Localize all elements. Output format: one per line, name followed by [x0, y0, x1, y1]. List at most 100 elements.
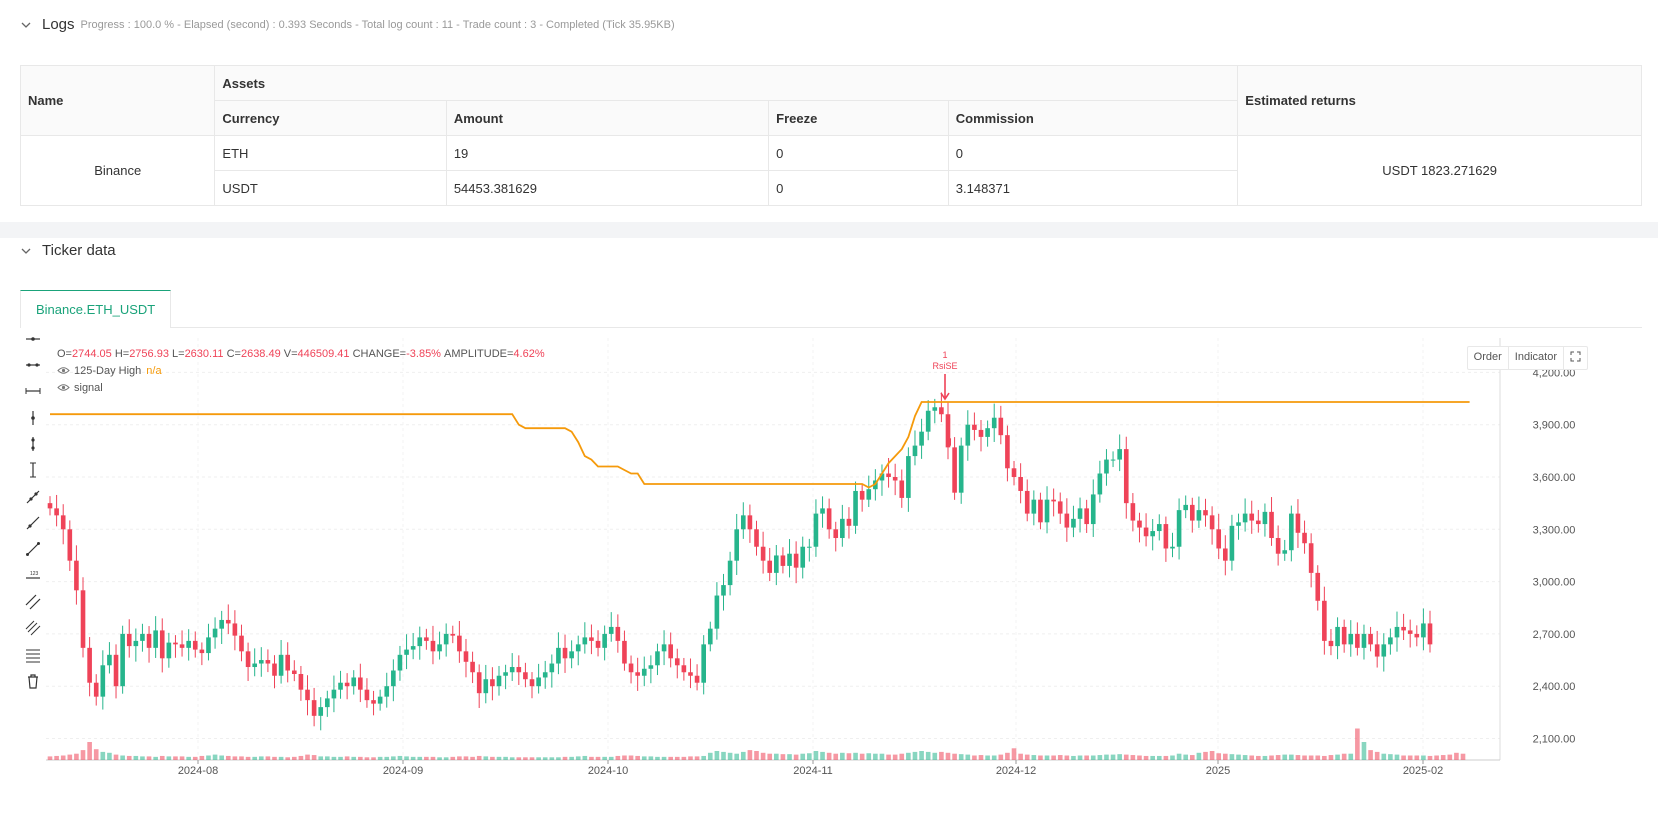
candle-body [628, 663, 634, 673]
indicator-button[interactable]: Indicator [1509, 347, 1564, 369]
fullscreen-icon[interactable] [1564, 347, 1587, 369]
volume-bar [450, 756, 456, 760]
ticker-header[interactable]: Ticker data [20, 242, 116, 259]
eye-icon[interactable] [57, 366, 70, 375]
volume-bar [140, 756, 145, 760]
volume-bar [734, 753, 740, 760]
volume-bar [232, 756, 238, 760]
x-tick-label: 2024-10 [588, 765, 628, 777]
fibonacci-icon[interactable] [24, 619, 42, 637]
volume-bar [212, 754, 218, 760]
candle-body [714, 595, 720, 629]
logs-info: Progress : 100.0 % - Elapsed (second) : … [80, 18, 675, 31]
segment-line-icon[interactable] [24, 540, 42, 558]
volume-bar [813, 751, 819, 760]
candle-body [377, 696, 383, 704]
candle-body [1249, 513, 1255, 521]
volume-bar [681, 756, 687, 760]
price-chart[interactable]: 2,100.00 2,400.00 2,700.00 3,000.00 3,300.00… [20, 338, 1652, 833]
volume-bar [252, 756, 257, 760]
signal-marker-icon [946, 438, 951, 446]
header-currency: Currency [214, 100, 447, 136]
eye-icon[interactable] [57, 383, 70, 392]
tab-binance-eth-usdt[interactable]: Binance.ETH_USDT [20, 290, 172, 328]
y-tick-label: 3,900.00 [1533, 420, 1576, 432]
candle-body [140, 633, 145, 641]
candle-body [1170, 546, 1175, 549]
exchange-cell: Binance [19, 135, 216, 206]
volume-label: V= [283, 347, 298, 360]
candle-body [305, 689, 310, 701]
currency-cell: USDT [214, 170, 447, 206]
candle-body [483, 679, 489, 694]
high-125-line [50, 401, 1470, 489]
candle-body [404, 649, 409, 655]
y-tick-label: 4,200.00 [1533, 367, 1576, 379]
trash-icon[interactable] [24, 672, 42, 690]
horizontal-ray-icon[interactable] [24, 330, 42, 348]
y-tick-label: 2,400.00 [1533, 681, 1576, 693]
candle-body [1018, 477, 1023, 491]
extended-line-icon[interactable] [24, 382, 42, 400]
amplitude-label: AMPLITUDE= [444, 347, 514, 360]
measure-icon[interactable] [24, 646, 42, 664]
volume-bar [958, 754, 964, 760]
candle-body [892, 477, 898, 481]
candle-body [674, 658, 680, 666]
price-line-icon[interactable]: 123 [24, 566, 42, 584]
logs-header[interactable]: Logs Progress : 100.0 % - Elapsed (secon… [20, 16, 675, 33]
candle-body [371, 700, 376, 704]
chart-controls: Order Indicator [1466, 346, 1588, 370]
candle-body [833, 529, 839, 539]
volume-bar [595, 756, 601, 760]
volume-bar [787, 754, 792, 760]
volume-bar [153, 756, 158, 760]
volume-bar [688, 756, 693, 760]
candle-body [569, 651, 574, 659]
volume-bar [80, 750, 86, 760]
vertical-segment-icon[interactable] [24, 461, 42, 479]
volume-bar [807, 753, 812, 760]
candle-body [608, 626, 614, 634]
parallel-lines-icon[interactable] [24, 593, 42, 611]
legend-series-high[interactable]: 125-Day High n/a [57, 362, 545, 379]
volume-bar [879, 753, 885, 760]
volume-bar [608, 756, 614, 760]
volume-bar [648, 756, 654, 760]
vertical-ray-icon[interactable] [24, 409, 42, 427]
candle-body [1143, 527, 1149, 537]
trend-line-icon[interactable] [24, 488, 42, 506]
candle-body [159, 630, 165, 659]
candle-body [787, 553, 792, 566]
volume-bar [483, 756, 489, 760]
volume-bar [371, 757, 376, 760]
vertical-line-icon[interactable] [24, 435, 42, 453]
candle-body [925, 410, 931, 432]
volume-bar [892, 754, 898, 760]
ray-line-icon[interactable] [24, 514, 42, 532]
volume-bar [1315, 755, 1321, 760]
candle-body [232, 623, 238, 636]
candle-body [575, 644, 581, 652]
candle-body [668, 644, 673, 659]
volume-bar [443, 757, 449, 760]
chevron-down-icon[interactable] [20, 19, 32, 31]
horizontal-line-icon[interactable] [24, 356, 42, 374]
volume-bar [1143, 755, 1149, 760]
legend-series-signal[interactable]: signal [57, 379, 545, 396]
candle-body [397, 654, 403, 671]
candle-body [536, 677, 541, 687]
volume-bar [840, 752, 845, 760]
candle-body [1110, 459, 1116, 461]
change-value: -3.85% [406, 347, 441, 360]
series-name: 125-Day High [74, 364, 142, 377]
volume-bar [1394, 754, 1400, 760]
volume-bar [113, 754, 119, 760]
volume-bar [186, 756, 191, 760]
volume-bar [1374, 751, 1380, 760]
volume-bar [258, 756, 264, 760]
order-button[interactable]: Order [1468, 347, 1509, 369]
candle-body [1348, 633, 1354, 645]
candle-body [1269, 511, 1274, 539]
chevron-down-icon[interactable] [20, 245, 32, 257]
